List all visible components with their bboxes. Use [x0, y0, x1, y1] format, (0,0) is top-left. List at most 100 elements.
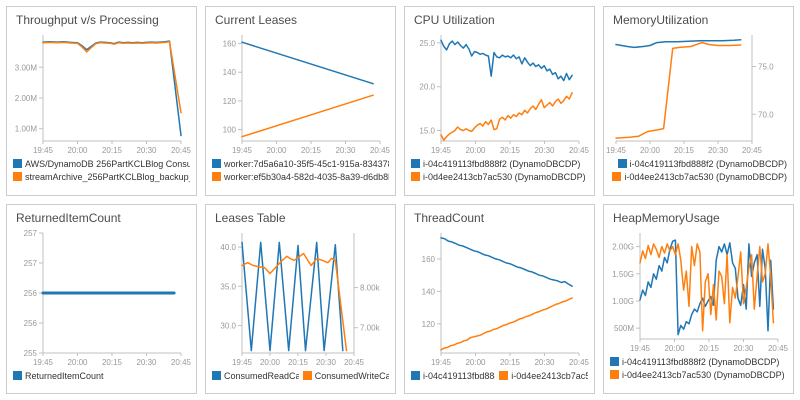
- heap-memory-usage-line-chart[interactable]: 500M 1.00G 1.50G 2.00G 19:45 20:00 20:15 20:30 2…: [610, 228, 789, 354]
- legend-label: ConsumedWriteCapacityUni: [314, 370, 389, 381]
- chart-title: Leases Table: [215, 211, 286, 225]
- chart-panel-current-leases[interactable]: Current Leases 100 120 140 160 19:45 20:00 20:…: [205, 6, 396, 196]
- chart-legend: i-04c419113fbd888f2 (DynamoDBCDP) i-0d4ee…: [610, 157, 787, 183]
- svg-text:20:45: 20:45: [171, 358, 192, 367]
- svg-text:256: 256: [24, 319, 38, 328]
- legend-item: worker:7d5a6a10-35f5-45c1-915a-8343784fa…: [212, 157, 389, 170]
- svg-text:19:45: 19:45: [431, 146, 452, 155]
- svg-text:20:15: 20:15: [288, 358, 309, 367]
- legend-label: ReturnedItemCount: [25, 370, 104, 381]
- svg-text:40.0: 40.0: [220, 243, 236, 252]
- svg-text:15.0: 15.0: [419, 126, 435, 135]
- svg-text:20:15: 20:15: [699, 344, 720, 353]
- legend-item: i-04c419113fbd888f2: [411, 369, 495, 382]
- svg-text:20:30: 20:30: [534, 358, 555, 367]
- chart-legend: ConsumedReadCapacityUni ConsumedWriteCapa…: [212, 369, 389, 382]
- chart-title: Throughput v/s Processing: [16, 13, 159, 27]
- svg-text:140: 140: [223, 68, 237, 77]
- svg-text:70.0: 70.0: [758, 110, 774, 119]
- chart-panel-leases-table[interactable]: Leases Table 30.0 35.0 40.0 7.00k 8.00k 19:45…: [205, 204, 396, 394]
- svg-text:20:30: 20:30: [316, 358, 337, 367]
- legend-item: i-0d4ee2413cb7ac530 (DynamoDBCDP): [610, 368, 787, 381]
- svg-text:100: 100: [223, 126, 237, 135]
- legend-item: ReturnedItemCount: [13, 369, 104, 382]
- returned-item-count-line-chart[interactable]: 255 256 256 257 257 19:45 20:00 20:15 20:30 20:45: [13, 228, 192, 368]
- current-leases-line-chart[interactable]: 100 120 140 160 19:45 20:00 20:15 20:30 20:45: [212, 30, 391, 156]
- svg-text:19:45: 19:45: [232, 358, 253, 367]
- svg-text:20:00: 20:00: [67, 146, 88, 155]
- legend-label: i-04c419113fbd888f2 (DynamoDBCDP): [629, 158, 787, 169]
- chart-title: CPU Utilization: [414, 13, 495, 27]
- svg-text:20:30: 20:30: [733, 344, 754, 353]
- svg-text:140: 140: [422, 287, 436, 296]
- svg-text:120: 120: [223, 97, 237, 106]
- chart-legend: i-04c419113fbd888f2 (DynamoDBCDP) i-0d4ee…: [610, 355, 787, 381]
- svg-text:35.0: 35.0: [220, 282, 236, 291]
- legend-color-swatch-icon: [13, 159, 22, 168]
- leases-table-line-chart[interactable]: 30.0 35.0 40.0 7.00k 8.00k 19:45 20:00 20:15 20:…: [212, 228, 386, 368]
- legend-label: i-0d4ee2413cb7ac530 (DynamoDBCDP): [423, 171, 586, 182]
- svg-text:20:15: 20:15: [102, 146, 123, 155]
- svg-text:20:00: 20:00: [266, 146, 287, 155]
- chart-panel-throughput[interactable]: Throughput v/s Processing 1.00M 2.00M 3.00…: [6, 6, 197, 196]
- legend-item: i-0d4ee2413cb7ac530 (DynamoDBCDP): [411, 170, 588, 183]
- chart-title: MemoryUtilization: [613, 13, 709, 27]
- legend-item: ConsumedWriteCapacityUni: [302, 369, 389, 382]
- thread-count-line-chart[interactable]: 120 140 160 19:45 20:00 20:15 20:30 20:45: [411, 228, 590, 368]
- legend-item: worker:ef5b30a4-582d-4035-8a39-d6db8bdb0…: [212, 170, 389, 183]
- svg-text:257: 257: [24, 259, 38, 268]
- legend-item: i-0d4ee2413cb7ac530 (DynamoDBCDP): [610, 170, 787, 183]
- chart-panel-memory-utilization[interactable]: MemoryUtilization 70.0 75.0 19:45 20:00 20:1…: [603, 6, 794, 196]
- throughput-line-chart[interactable]: 1.00M 2.00M 3.00M 19:45 20:00 20:15 20:30 20:45: [13, 30, 192, 156]
- svg-text:8.00k: 8.00k: [360, 284, 381, 293]
- svg-text:20:45: 20:45: [569, 146, 590, 155]
- svg-text:20:30: 20:30: [136, 358, 157, 367]
- legend-label: i-04c419113fbd888f2: [423, 370, 495, 381]
- svg-text:20:15: 20:15: [500, 358, 521, 367]
- legend-color-swatch-icon: [13, 172, 22, 181]
- legend-item: ConsumedReadCapacityUni: [212, 369, 299, 382]
- legend-color-swatch-icon: [212, 172, 221, 181]
- chart-title: ReturnedItemCount: [16, 211, 121, 225]
- legend-label: i-04c419113fbd888f2 (DynamoDBCDP): [622, 356, 780, 367]
- memory-utilization-line-chart[interactable]: 70.0 75.0 19:45 20:00 20:15 20:30 20:45: [606, 30, 784, 156]
- chart-panel-heap-memory-usage[interactable]: HeapMemoryUsage 500M 1.00G 1.50G 2.00G 19:45…: [603, 204, 794, 394]
- svg-text:500M: 500M: [614, 324, 634, 333]
- legend-color-swatch-icon: [212, 371, 221, 380]
- chart-panel-returned-item-count[interactable]: ReturnedItemCount 255 256 256 257 257 19:45 20…: [6, 204, 197, 394]
- chart-title: Current Leases: [215, 13, 298, 27]
- chart-panel-thread-count[interactable]: ThreadCount 120 140 160 19:45 20:00 20:15 20:3…: [404, 204, 595, 394]
- svg-text:20.0: 20.0: [419, 83, 435, 92]
- svg-text:20:15: 20:15: [674, 146, 695, 155]
- svg-text:20:00: 20:00: [664, 344, 685, 353]
- svg-text:7.00k: 7.00k: [360, 324, 381, 333]
- chart-legend: worker:7d5a6a10-35f5-45c1-915a-8343784fa…: [212, 157, 389, 183]
- svg-text:255: 255: [24, 349, 38, 358]
- legend-color-swatch-icon: [610, 357, 619, 366]
- svg-text:20:45: 20:45: [370, 146, 391, 155]
- svg-text:20:00: 20:00: [260, 358, 281, 367]
- chart-legend: i-04c419113fbd888f2 i-0d4ee2413cb7ac530: [411, 369, 588, 382]
- legend-item: i-04c419113fbd888f2 (DynamoDBCDP): [610, 355, 787, 368]
- svg-text:20:30: 20:30: [335, 146, 356, 155]
- svg-text:3.00M: 3.00M: [15, 63, 38, 72]
- svg-text:256: 256: [24, 289, 38, 298]
- svg-text:19:45: 19:45: [33, 358, 54, 367]
- svg-text:120: 120: [422, 320, 436, 329]
- cpu-utilization-line-chart[interactable]: 15.0 20.0 25.0 19:45 20:00 20:15 20:30 20:45: [411, 30, 590, 156]
- svg-text:19:45: 19:45: [630, 344, 651, 353]
- legend-color-swatch-icon: [13, 371, 22, 380]
- svg-text:20:00: 20:00: [465, 146, 486, 155]
- legend-item: i-04c419113fbd888f2 (DynamoDBCDP): [411, 157, 588, 170]
- svg-text:25.0: 25.0: [419, 39, 435, 48]
- legend-color-swatch-icon: [212, 159, 221, 168]
- svg-text:1.00M: 1.00M: [15, 125, 38, 134]
- legend-label: i-0d4ee2413cb7ac530: [511, 370, 588, 381]
- legend-label: ConsumedReadCapacityUni: [224, 370, 299, 381]
- svg-text:2.00M: 2.00M: [15, 94, 38, 103]
- legend-color-swatch-icon: [302, 371, 312, 380]
- chart-panel-cpu-utilization[interactable]: CPU Utilization 15.0 20.0 25.0 19:45 20:00 20…: [404, 6, 595, 196]
- svg-text:20:45: 20:45: [171, 146, 192, 155]
- legend-item: i-04c419113fbd888f2 (DynamoDBCDP): [610, 157, 787, 170]
